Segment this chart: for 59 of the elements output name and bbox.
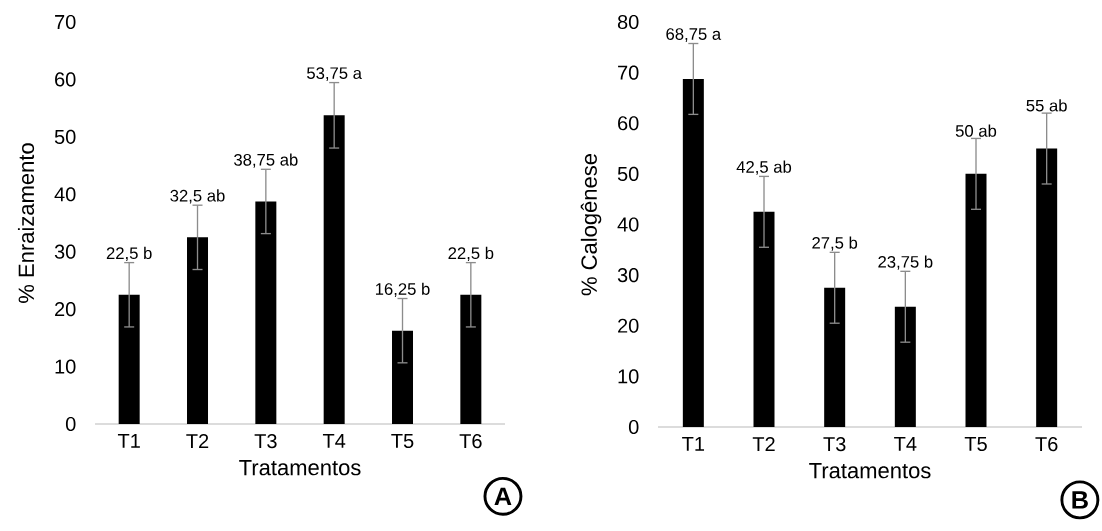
data-label: 22,5 b [106,246,152,262]
data-label: 23,75 b [878,255,933,270]
y-tick-label: 10 [55,359,76,374]
y-tick-label: 20 [618,318,639,333]
y-tick-label: 30 [54,244,76,259]
x-tick-label: T2 [186,434,209,448]
y-axis-title: % Enraizamento [17,143,35,303]
data-label: 55 ab [1026,99,1067,112]
y-tick-label: 40 [617,217,639,232]
y-tick-label: 0 [628,419,639,435]
data-label: 22,5 b [448,246,494,262]
bar [1036,148,1058,427]
data-label: 50 ab [955,124,997,137]
y-tick-label: 30 [617,268,639,283]
x-tick-label: T3 [254,434,277,449]
data-label: 32,5 ab [170,189,225,204]
y-tick-label: 50 [617,166,639,181]
y-tick-label: 60 [55,72,76,87]
x-tick-label: T4 [322,434,346,448]
bar [187,237,209,424]
y-tick-label: 50 [54,129,76,144]
y-tick-label: 70 [618,65,639,80]
y-tick-label: 10 [618,369,639,384]
data-label: 53,75 a [307,67,362,81]
data-label: 68,75 a [666,28,722,42]
x-tick-label: T6 [459,434,482,449]
data-label: 42,5 ab [736,160,792,175]
x-axis-title: Tratamentos [809,463,931,479]
y-tick-label: 40 [54,187,76,202]
x-tick-label: T5 [964,437,987,451]
x-tick-label: T1 [682,437,705,451]
x-tick-label: T5 [391,434,414,448]
bar [460,294,482,424]
bar [118,294,140,424]
data-label: 27,5 b [812,236,858,251]
y-tick-label: 0 [65,416,76,432]
y-tick-label: 20 [55,302,76,317]
y-tick-label: 80 [617,14,639,30]
bar [753,211,775,427]
x-tick-label: T6 [1035,437,1058,452]
bar [255,201,277,424]
text: B [1072,491,1088,509]
x-tick-label: T2 [752,437,775,451]
x-tick-label: T1 [117,434,140,448]
x-tick-label: T4 [894,437,917,451]
data-label: 38,75 ab [234,153,298,168]
bar [392,330,414,424]
bar [894,306,916,427]
y-axis-title: % Calogênese [580,153,602,296]
y-tick-label: 70 [55,14,76,30]
data-label: 16,25 b [375,282,430,297]
x-tick-label: T3 [823,437,846,452]
bar [824,287,846,427]
x-axis-title: Tratamentos [239,460,361,476]
bar [323,115,345,424]
text: A [494,487,512,506]
bar [682,78,704,427]
y-tick-label: 60 [618,116,639,131]
bar [965,173,987,427]
